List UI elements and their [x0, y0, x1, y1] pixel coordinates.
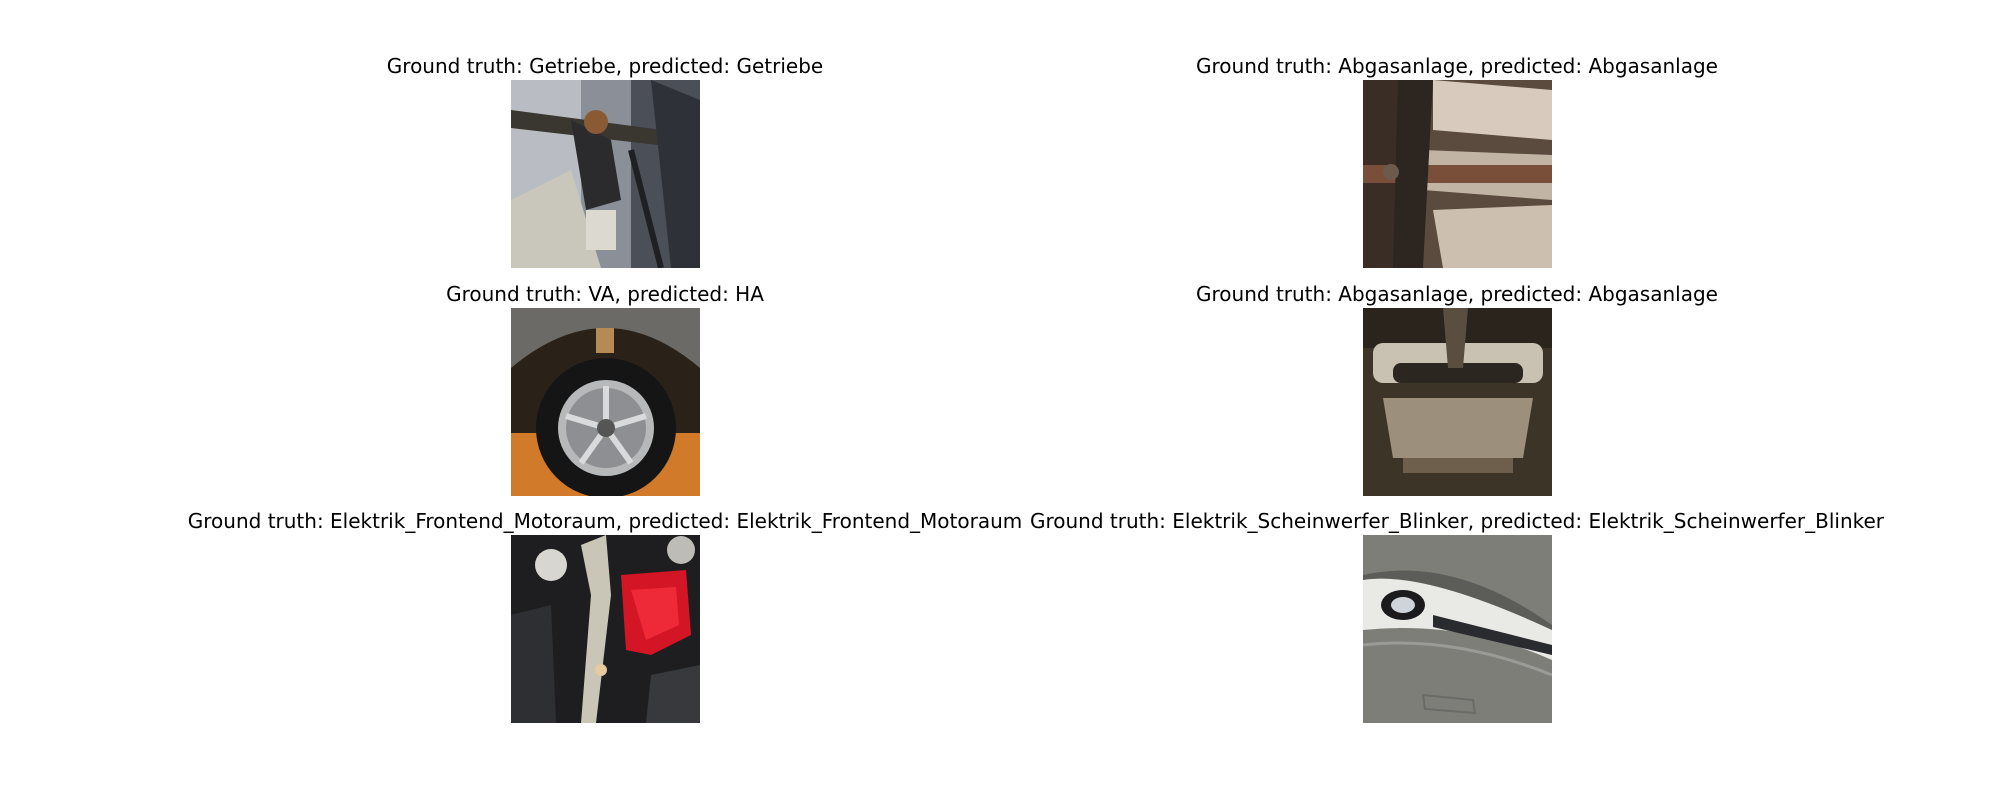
engine-bay-red-cover-photo — [511, 535, 700, 723]
panel-title: Ground truth: Abgasanlage, predicted: Ab… — [1196, 282, 1718, 306]
panel-title: Ground truth: Abgasanlage, predicted: Ab… — [1196, 54, 1718, 78]
exhaust-rear-photo — [1363, 308, 1552, 496]
gearbox-photo — [511, 80, 700, 268]
wheel-rim-photo — [511, 308, 700, 496]
headlight-photo — [1363, 535, 1552, 723]
exhaust-underbody-photo — [1363, 80, 1552, 268]
panel-title: Ground truth: Elektrik_Scheinwerfer_Blin… — [1029, 509, 1885, 533]
panel-title: Ground truth: Getriebe, predicted: Getri… — [386, 54, 824, 78]
panel-title: Ground truth: VA, predicted: HA — [446, 282, 764, 306]
panel-title: Ground truth: Elektrik_Frontend_Motoraum… — [187, 509, 1023, 533]
